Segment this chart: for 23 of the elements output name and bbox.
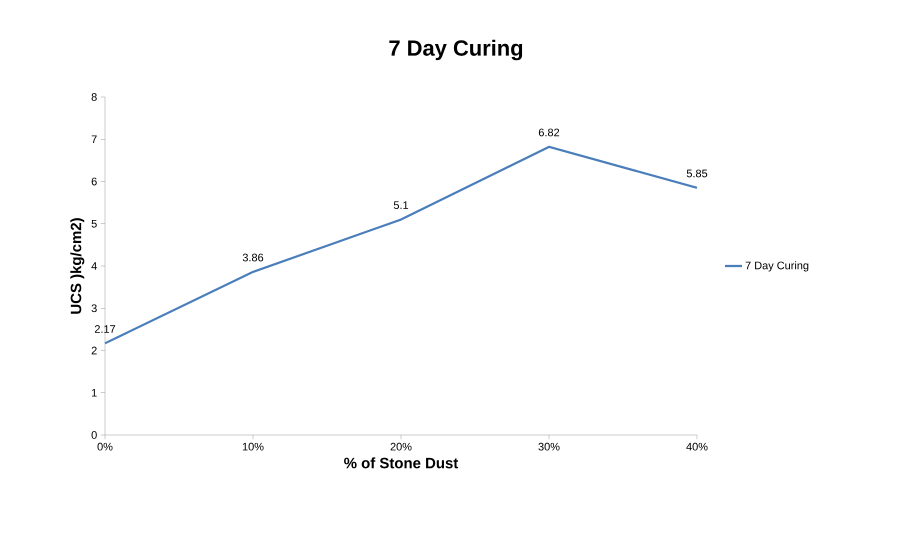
data-label: 5.85	[686, 170, 708, 178]
y-tick-label: 4	[91, 262, 97, 270]
data-label: 2.17	[94, 325, 116, 333]
x-tick-label: 10%	[242, 442, 264, 451]
x-tick-label: 0%	[98, 442, 113, 451]
chart-title: 7 Day Curing	[389, 40, 522, 60]
x-tick-label: 30%	[538, 442, 560, 451]
y-tick-label: 0	[92, 431, 97, 439]
y-axis-title: UCS )kg/cm2)	[70, 218, 84, 314]
data-label: 3.86	[242, 254, 264, 262]
legend-label: 7 Day Curing	[746, 261, 808, 272]
x-tick-label: 20%	[390, 442, 412, 451]
y-tick-label: 1	[92, 388, 97, 397]
x-tick-label: 40%	[686, 442, 708, 451]
y-tick-label: 5	[92, 220, 97, 228]
data-label: 6.82	[538, 128, 560, 136]
y-tick-label: 7	[92, 135, 97, 144]
data-label: 5.1	[394, 201, 408, 210]
x-axis-title: % of Stone Dust	[344, 457, 458, 468]
y-tick-label: 3	[92, 304, 97, 312]
y-tick-label: 2	[92, 346, 97, 354]
y-tick-label: 6	[92, 178, 97, 186]
y-tick-label: 8	[92, 93, 97, 101]
